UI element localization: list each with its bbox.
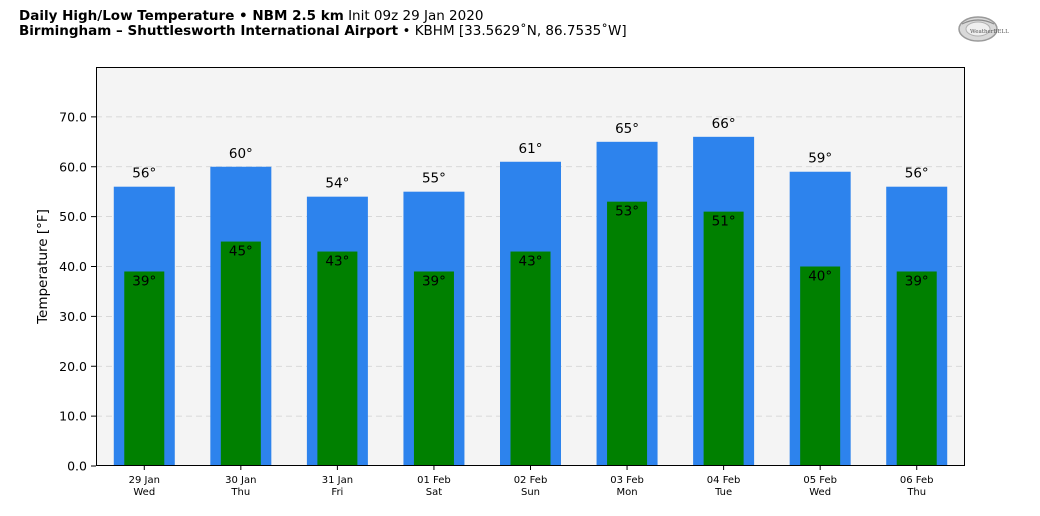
x-tick-date: 31 Jan — [322, 475, 353, 486]
low-temp-label: 45° — [229, 244, 253, 260]
x-tick-weekday: Thu — [230, 487, 250, 498]
high-temp-label: 55° — [422, 171, 446, 187]
y-tick-label: 0.0 — [67, 459, 87, 474]
x-tick-date: 03 Feb — [610, 475, 644, 486]
low-temp-bar — [413, 271, 454, 466]
x-tick-date: 01 Feb — [417, 475, 451, 486]
high-temp-label: 65° — [615, 121, 639, 137]
x-tick-weekday: Tue — [714, 487, 732, 498]
low-temp-bar — [800, 266, 841, 466]
high-temp-label: 59° — [808, 151, 832, 167]
x-tick-weekday: Mon — [617, 487, 638, 498]
x-tick-weekday: Sun — [521, 487, 540, 498]
x-tick-date: 05 Feb — [803, 475, 837, 486]
x-tick-weekday: Fri — [331, 487, 343, 498]
low-temp-label: 39° — [422, 273, 446, 289]
logo-text: WeatherBELL — [970, 29, 1009, 35]
low-temp-bar — [510, 251, 551, 466]
low-temp-label: 43° — [325, 254, 349, 270]
low-temp-label: 40° — [808, 269, 832, 285]
bar-labels: 56° 39° 60° 45° 54° 43° 55° 39° 61° 43° 65° 53° 66° 5… — [132, 116, 928, 290]
y-tick-label: 70.0 — [59, 109, 87, 124]
low-temp-bar — [317, 251, 358, 466]
x-tick-date: 06 Feb — [900, 475, 934, 486]
high-temp-label: 54° — [325, 176, 349, 192]
high-temp-label: 56° — [132, 166, 156, 182]
location-name: Birmingham – Shuttlesworth International… — [19, 23, 399, 39]
x-tick-date: 30 Jan — [225, 475, 256, 486]
x-tick-weekday: Wed — [133, 487, 155, 498]
high-temp-label: 60° — [229, 146, 253, 162]
low-temp-label: 53° — [615, 204, 639, 220]
weatherbell-logo-icon: WeatherBELL — [956, 14, 1020, 46]
bars — [113, 136, 948, 467]
y-tick-label: 20.0 — [59, 359, 87, 374]
y-axis-label: Temperature [°F] — [35, 209, 51, 325]
x-tick-weekday: Thu — [906, 487, 926, 498]
low-temp-bar — [124, 271, 165, 466]
init-time: Init 09z 29 Jan 2020 — [348, 8, 484, 24]
y-tick-label: 40.0 — [59, 259, 87, 274]
x-tick-weekday: Wed — [809, 487, 831, 498]
low-temp-bar — [703, 211, 744, 466]
high-temp-label: 66° — [712, 116, 736, 132]
title-line: Daily High/Low Temperature • NBM 2.5 km … — [19, 9, 919, 24]
location-line: Birmingham – Shuttlesworth International… — [19, 24, 919, 39]
low-temp-label: 43° — [519, 254, 543, 270]
y-axis: 0.0 10.0 20.0 30.0 40.0 50.0 60.0 70.0 — [59, 109, 96, 474]
x-tick-date: 02 Feb — [514, 475, 548, 486]
y-tick-label: 60.0 — [59, 159, 87, 174]
x-tick-weekday: Sat — [426, 487, 442, 498]
plot-frame — [96, 67, 965, 466]
low-temp-label: 39° — [132, 273, 156, 289]
high-temp-label: 56° — [905, 166, 929, 182]
low-temp-label: 51° — [712, 214, 736, 230]
station-info: • KBHM [33.5629˚N, 86.7535˚W] — [402, 23, 627, 39]
y-tick-label: 30.0 — [59, 309, 87, 324]
x-tick-date: 04 Feb — [707, 475, 741, 486]
y-tick-label: 10.0 — [59, 409, 87, 424]
chart-header: Daily High/Low Temperature • NBM 2.5 km … — [19, 9, 919, 39]
low-temp-label: 39° — [905, 273, 929, 289]
low-temp-bar — [220, 241, 261, 466]
low-temp-bar — [607, 201, 648, 466]
chart-title: Daily High/Low Temperature • NBM 2.5 km — [19, 8, 344, 24]
x-tick-date: 29 Jan — [129, 475, 160, 486]
y-tick-label: 50.0 — [59, 209, 87, 224]
low-temp-bar — [896, 271, 937, 466]
high-temp-label: 61° — [519, 141, 543, 157]
